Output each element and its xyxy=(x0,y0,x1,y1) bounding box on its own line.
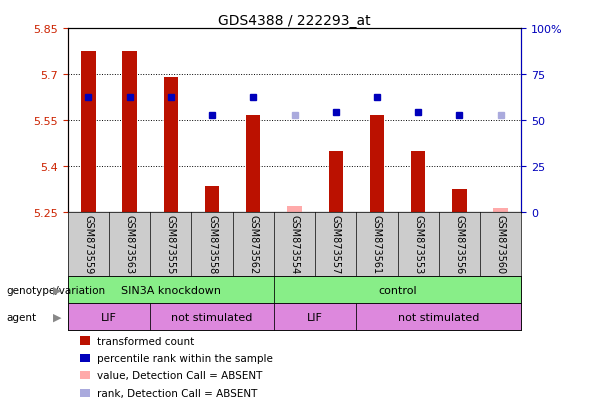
Bar xyxy=(329,152,343,213)
Text: GSM873557: GSM873557 xyxy=(331,215,340,274)
Bar xyxy=(123,52,137,213)
Text: GSM873559: GSM873559 xyxy=(84,215,93,274)
Text: ▶: ▶ xyxy=(53,285,61,295)
Bar xyxy=(68,277,274,304)
Text: LIF: LIF xyxy=(101,312,117,322)
Bar xyxy=(205,187,219,213)
Text: control: control xyxy=(378,285,417,295)
Bar xyxy=(370,116,384,213)
Text: SIN3A knockdown: SIN3A knockdown xyxy=(121,285,221,295)
Bar xyxy=(68,304,150,330)
Bar xyxy=(356,304,521,330)
Text: GSM873555: GSM873555 xyxy=(166,215,176,274)
Text: agent: agent xyxy=(6,312,36,322)
Text: GSM873563: GSM873563 xyxy=(125,215,134,273)
Text: GSM873553: GSM873553 xyxy=(413,215,423,274)
Text: GSM873558: GSM873558 xyxy=(207,215,217,274)
Bar xyxy=(150,304,274,330)
Text: GSM873560: GSM873560 xyxy=(496,215,505,273)
Text: ▶: ▶ xyxy=(53,312,61,322)
Bar xyxy=(452,190,466,213)
Bar xyxy=(274,277,521,304)
Title: GDS4388 / 222293_at: GDS4388 / 222293_at xyxy=(218,14,371,28)
Text: not stimulated: not stimulated xyxy=(398,312,479,322)
Bar xyxy=(246,116,260,213)
Bar xyxy=(287,206,302,213)
Text: LIF: LIF xyxy=(307,312,323,322)
Text: rank, Detection Call = ABSENT: rank, Detection Call = ABSENT xyxy=(97,388,257,398)
Text: percentile rank within the sample: percentile rank within the sample xyxy=(97,353,273,363)
Text: GSM873556: GSM873556 xyxy=(455,215,464,274)
Text: not stimulated: not stimulated xyxy=(171,312,253,322)
Text: value, Detection Call = ABSENT: value, Detection Call = ABSENT xyxy=(97,370,263,380)
Text: GSM873561: GSM873561 xyxy=(372,215,382,273)
Bar xyxy=(164,78,178,213)
Text: GSM873562: GSM873562 xyxy=(249,215,258,274)
Text: GSM873554: GSM873554 xyxy=(290,215,299,274)
Bar xyxy=(494,208,508,213)
Text: transformed count: transformed count xyxy=(97,336,194,346)
Bar xyxy=(81,52,95,213)
Bar xyxy=(411,152,425,213)
Text: genotype/variation: genotype/variation xyxy=(6,285,105,295)
Bar xyxy=(274,304,356,330)
